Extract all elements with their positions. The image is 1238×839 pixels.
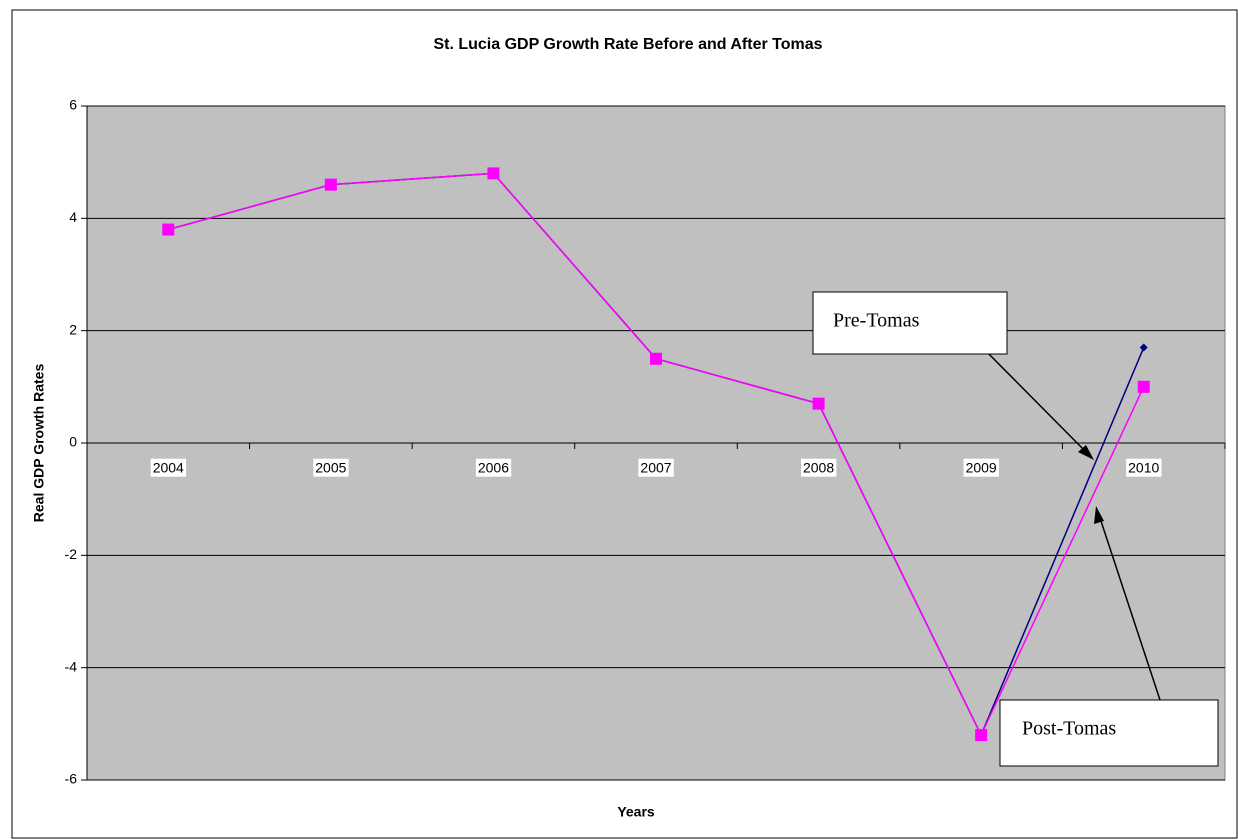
x-tick-label: 2005	[315, 460, 346, 476]
x-tick-label: 2004	[153, 460, 184, 476]
arrowhead	[1078, 445, 1094, 460]
annotation-post: Post-Tomas	[999, 506, 1219, 767]
x-tick-label-bg	[475, 458, 512, 477]
point-marker	[324, 178, 337, 191]
annotation-text: Pre-Tomas	[833, 310, 920, 332]
y-tick-label: 0	[69, 434, 77, 450]
x-tick-label: 2009	[966, 460, 997, 476]
point-marker	[487, 167, 500, 180]
y-tick-label: 6	[69, 97, 77, 113]
x-tick-label: 2008	[803, 460, 834, 476]
point-marker	[1139, 343, 1148, 352]
point-marker	[812, 397, 825, 410]
arrow	[1097, 511, 1161, 701]
x-tick-label-bg	[638, 458, 674, 477]
annotation-box	[999, 699, 1219, 767]
arrow	[974, 339, 1091, 457]
y-tick-label: -2	[65, 546, 78, 562]
annotation-pre: Pre-Tomas	[812, 291, 1094, 460]
y-tick-label: -4	[65, 658, 78, 674]
y-tick-label: 4	[69, 209, 77, 225]
x-axis-label: Years	[617, 804, 655, 820]
x-tick-label-bg	[313, 458, 349, 477]
annotation-box	[812, 291, 1008, 355]
x-tick-label-bg	[1126, 458, 1162, 477]
x-tick-label-bg	[800, 458, 837, 477]
x-tick-label: 2006	[478, 460, 509, 476]
point-marker	[1137, 380, 1150, 393]
point-marker	[975, 729, 988, 742]
x-tick-label-bg	[150, 458, 187, 477]
y-axis-label: Real GDP Growth Rates	[31, 364, 47, 523]
x-axis: 2004 2005 2006 2007 2008 2009 2010	[86, 443, 1226, 477]
point-marker	[162, 223, 175, 236]
x-tick-label: 2010	[1128, 460, 1159, 476]
annotation-text: Post-Tomas	[1022, 718, 1116, 740]
y-tick-label: -6	[65, 771, 78, 787]
y-tick-label: 2	[69, 321, 77, 337]
series	[162, 167, 1150, 742]
grid: -6 -4 -2 0 2 4 6	[65, 97, 1225, 787]
x-tick-label: 2007	[640, 460, 671, 476]
point-marker	[650, 352, 662, 365]
x-tick-label-bg	[963, 458, 999, 477]
arrowhead	[1094, 506, 1104, 524]
chart-title: St. Lucia GDP Growth Rate Before and Aft…	[433, 36, 822, 53]
